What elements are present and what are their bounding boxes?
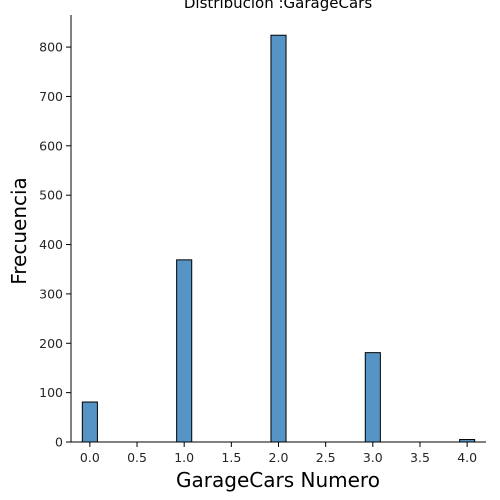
y-tick-label: 800 (39, 40, 63, 55)
y-tick-label: 100 (39, 385, 63, 400)
chart-title: Distribución :GarageCars (184, 0, 372, 12)
x-axis-ticks: 0.0 0.5 1.0 1.5 2.0 2.5 3.0 3.5 4.0 (80, 442, 477, 465)
bars-group (82, 35, 474, 442)
x-tick-label: 4.0 (457, 450, 477, 465)
y-tick-label: 200 (39, 336, 63, 351)
y-tick-label: 300 (39, 286, 63, 301)
x-tick-label: 3.5 (410, 450, 430, 465)
x-tick-label: 3.0 (363, 450, 383, 465)
x-tick-label: 1.0 (174, 450, 194, 465)
x-tick-label: 1.5 (221, 450, 241, 465)
x-tick-label: 0.0 (80, 450, 100, 465)
x-axis-title: GarageCars Numero (176, 468, 380, 492)
y-tick-label: 600 (39, 138, 63, 153)
y-tick-label: 500 (39, 188, 63, 203)
y-tick-label: 0 (55, 435, 63, 450)
x-tick-label: 2.5 (316, 450, 336, 465)
x-tick-label: 2.0 (269, 450, 289, 465)
histogram-bar-2 (271, 35, 286, 442)
histogram-bar-1 (177, 260, 192, 442)
y-axis-title: Frecuencia (7, 177, 31, 285)
y-axis-ticks: 0 100 200 300 400 500 600 700 800 (39, 40, 71, 450)
x-tick-label: 0.5 (127, 450, 147, 465)
y-tick-label: 700 (39, 89, 63, 104)
y-tick-label: 400 (39, 237, 63, 252)
histogram-bar-0 (82, 402, 97, 442)
histogram-bar-3 (365, 353, 380, 442)
